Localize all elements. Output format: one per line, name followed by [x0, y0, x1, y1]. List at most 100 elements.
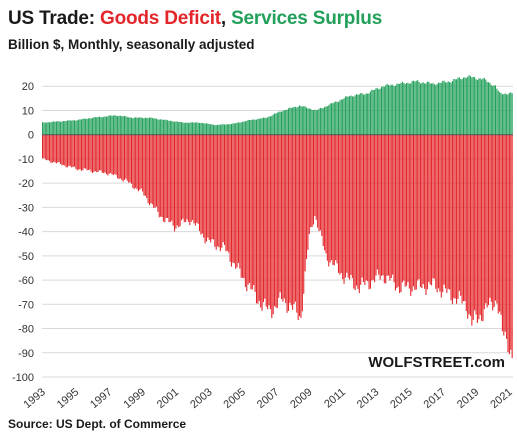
services-surplus-bar	[69, 120, 71, 135]
goods-deficit-bar	[169, 134, 171, 223]
x-tick-label: 2009	[288, 386, 314, 411]
goods-deficit-bar	[98, 134, 101, 171]
services-surplus-bar	[332, 103, 334, 135]
services-surplus-bar	[474, 77, 476, 135]
services-surplus-bar	[140, 117, 142, 135]
goods-deficit-bar	[325, 134, 327, 254]
services-surplus-bar	[157, 119, 159, 135]
services-surplus-bar	[385, 85, 387, 135]
services-surplus-bar	[310, 109, 312, 135]
goods-deficit-bar	[153, 134, 155, 208]
goods-deficit-bar	[111, 134, 113, 175]
services-surplus-bar	[437, 82, 440, 135]
services-surplus-bar	[148, 117, 151, 135]
goods-deficit-bar	[83, 134, 85, 169]
services-surplus-bar	[307, 108, 309, 135]
goods-deficit-bar	[80, 134, 82, 171]
services-surplus-bar	[150, 117, 152, 135]
services-surplus-bar	[279, 111, 281, 135]
services-surplus-bar	[424, 83, 426, 135]
goods-deficit-bar	[429, 134, 431, 285]
goods-deficit-bar	[375, 134, 377, 276]
goods-deficit-bar	[85, 134, 87, 169]
services-surplus-bar	[164, 119, 166, 135]
goods-deficit-bar	[251, 134, 253, 290]
services-surplus-bar	[337, 101, 340, 135]
goods-deficit-bar	[457, 134, 459, 299]
goods-deficit-bar	[229, 134, 231, 262]
goods-deficit-bar	[315, 134, 317, 220]
goods-deficit-bar	[72, 134, 74, 167]
services-surplus-bar	[171, 120, 173, 135]
goods-deficit-bar	[269, 134, 271, 310]
services-surplus-bar	[397, 83, 399, 135]
services-surplus-bar	[147, 118, 149, 135]
services-surplus-bar	[187, 122, 189, 135]
services-surplus-bar	[335, 101, 337, 135]
services-surplus-bar	[487, 82, 490, 135]
goods-deficit-bar	[235, 134, 237, 269]
services-surplus-bar	[374, 89, 376, 135]
x-tick-label: 2021	[488, 386, 514, 411]
services-surplus-bar	[454, 79, 456, 135]
services-surplus-bar	[360, 93, 362, 135]
services-surplus-bar	[190, 122, 192, 135]
goods-deficit-bar	[322, 134, 324, 247]
goods-deficit-bar	[64, 134, 66, 166]
goods-deficit-bar	[383, 134, 385, 284]
services-surplus-bar	[118, 115, 120, 135]
goods-deficit-bar	[500, 134, 502, 315]
goods-deficit-bar	[137, 134, 139, 192]
services-surplus-bar	[135, 117, 137, 135]
services-surplus-bar	[357, 94, 359, 135]
goods-deficit-bar	[412, 134, 415, 287]
services-surplus-bar	[415, 80, 417, 135]
services-surplus-bar	[315, 110, 317, 135]
services-surplus-bar	[193, 122, 195, 135]
services-surplus-bar	[443, 80, 445, 135]
services-surplus-bar	[496, 88, 498, 135]
services-surplus-bar	[46, 122, 48, 135]
services-surplus-bar	[153, 118, 155, 135]
goods-deficit-bar	[421, 134, 423, 289]
goods-deficit-bar	[376, 134, 378, 270]
services-surplus-bar	[226, 124, 228, 135]
services-surplus-bar	[53, 121, 55, 135]
goods-deficit-bar	[379, 134, 381, 280]
goods-deficit-bar	[417, 134, 419, 281]
services-surplus-bar	[471, 77, 473, 135]
services-surplus-bar	[276, 112, 278, 135]
services-surplus-bar	[396, 83, 398, 135]
services-surplus-bar	[47, 122, 49, 135]
goods-deficit-bar	[303, 134, 305, 294]
goods-deficit-bar	[393, 134, 395, 283]
services-surplus-bar	[68, 120, 70, 135]
services-surplus-bar	[479, 78, 481, 135]
services-surplus-bar	[185, 122, 187, 135]
services-surplus-bar	[278, 111, 280, 135]
services-surplus-bar	[80, 119, 82, 135]
services-surplus-bar	[492, 86, 494, 135]
goods-deficit-bar	[474, 134, 476, 311]
goods-deficit-bar	[283, 134, 285, 299]
services-surplus-bar	[390, 84, 392, 135]
services-surplus-bar	[132, 118, 134, 135]
goods-deficit-bar	[42, 134, 44, 159]
goods-deficit-bar	[199, 134, 201, 232]
goods-deficit-bar	[307, 134, 309, 250]
services-surplus-bar	[428, 81, 430, 135]
services-surplus-bar	[87, 118, 89, 135]
goods-deficit-bar	[148, 134, 151, 206]
title-separator: ,	[220, 8, 232, 29]
goods-deficit-bar	[47, 134, 49, 160]
goods-deficit-bar	[187, 134, 189, 222]
services-surplus-bar	[183, 122, 185, 135]
goods-deficit-bar	[299, 134, 301, 317]
y-tick-label: -10	[18, 154, 34, 166]
services-surplus-bar	[440, 82, 442, 135]
services-surplus-bar	[217, 124, 219, 135]
goods-deficit-bar	[162, 134, 164, 222]
services-surplus-bar	[108, 115, 110, 135]
goods-deficit-bar	[75, 134, 77, 169]
services-surplus-bar	[282, 110, 284, 135]
